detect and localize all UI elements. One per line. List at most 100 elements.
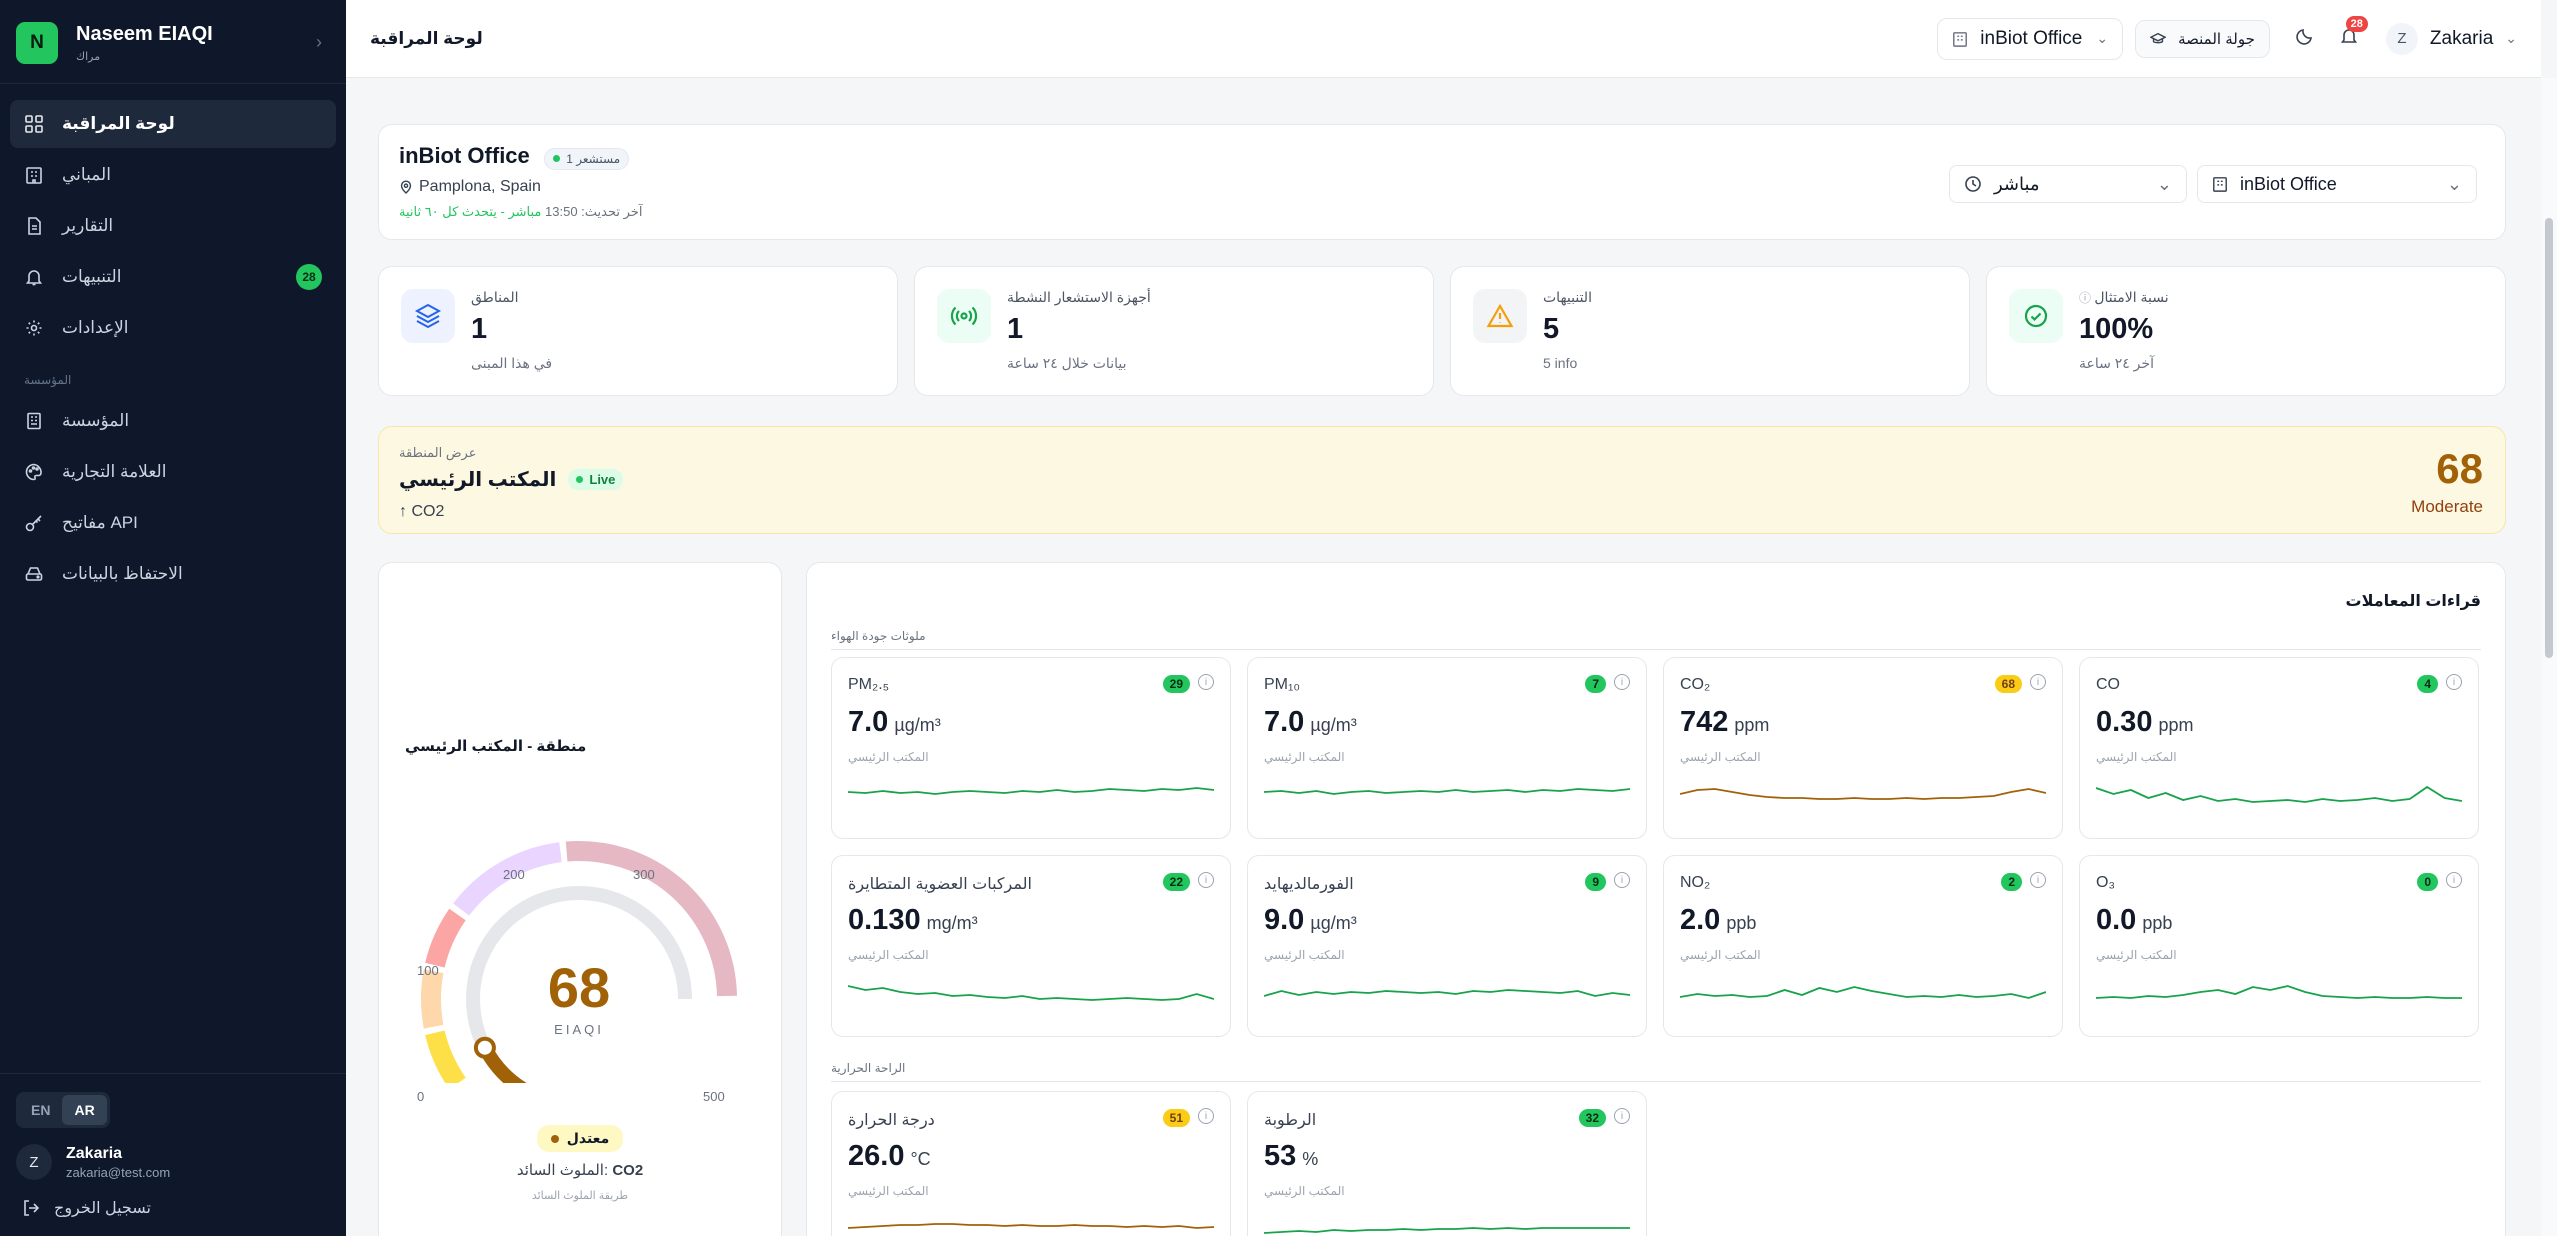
gauge-label: EIAQI <box>554 1022 604 1037</box>
map-pin-icon <box>399 180 413 194</box>
building-dropdown[interactable]: inBiot Office ⌄ <box>1937 17 2124 60</box>
live-badge: Live <box>568 469 624 490</box>
parameter-tile[interactable]: O₃ 0 i 0.0 ppb المكتب الرئيسي <box>2079 855 2479 1037</box>
parameter-unit: ppb <box>2142 913 2173 933</box>
gauge-band-unhealthy <box>425 908 466 968</box>
sidebar-item-data-retention[interactable]: الاحتفاظ بالبيانات <box>10 550 336 598</box>
parameter-value: 0.0 ppb <box>2096 904 2173 936</box>
signal-icon <box>937 289 991 343</box>
sidebar-item-alerts[interactable]: التنبيهات 28 <box>10 253 336 301</box>
parameter-index-badge: 9 <box>1585 873 1606 891</box>
info-icon[interactable]: i <box>1614 1108 1630 1124</box>
parameter-tile[interactable]: درجة الحرارة 51 i 26.0 °C المكتب الرئيسي <box>831 1091 1231 1236</box>
stat-label: ⓘ نسبة الامتثال <box>2079 289 2169 305</box>
parameter-index-badge: 29 <box>1162 675 1190 693</box>
sidebar-item-api-keys[interactable]: مفاتيح API <box>10 499 336 547</box>
sidebar-item-branding[interactable]: العلامة التجارية <box>10 448 336 496</box>
parameter-tile[interactable]: CO₂ 68 i 742 ppm المكتب الرئيسي <box>1663 657 2063 839</box>
org-switcher[interactable]: N Naseem EIAQI مراك › <box>0 0 346 84</box>
sidebar-user: Z Zakaria zakaria@test.com <box>16 1144 330 1180</box>
parameter-zone: المكتب الرئيسي <box>2096 948 2177 962</box>
gauge-band-hazardous <box>565 840 737 997</box>
parameter-zone: المكتب الرئيسي <box>848 1184 929 1198</box>
info-icon[interactable]: i <box>2446 872 2462 888</box>
parameter-name: المركبات العضوية المتطايرة <box>848 876 1032 893</box>
lang-ar-button[interactable]: AR <box>62 1095 107 1125</box>
logout-icon <box>22 1199 40 1217</box>
grid-icon <box>24 114 44 134</box>
brand-name: Naseem EIAQI <box>76 22 213 45</box>
parameter-tile[interactable]: PM₂.₅ 29 i 7.0 µg/m³ المكتب الرئيسي <box>831 657 1231 839</box>
info-icon[interactable]: i <box>1198 1108 1214 1124</box>
parameter-zone: المكتب الرئيسي <box>2096 750 2177 764</box>
sidebar-footer: EN AR Z Zakaria zakaria@test.com تسجيل ا… <box>0 1073 346 1236</box>
info-icon[interactable]: i <box>2446 674 2462 690</box>
info-icon[interactable]: i <box>2030 674 2046 690</box>
sidebar-item-label: الاحتفاظ بالبيانات <box>62 564 183 583</box>
info-icon[interactable]: i <box>1614 674 1630 690</box>
main-content: inBiot Office مستشعر 1 Pamplona, Spain آ… <box>346 78 2541 1236</box>
gauge-scale-0-label: 0 <box>417 1089 425 1104</box>
lang-en-button[interactable]: EN <box>31 1102 51 1118</box>
parameter-index-badge: 68 <box>1994 675 2022 693</box>
parameter-tile[interactable]: CO 4 i 0.30 ppm المكتب الرئيسي <box>2079 657 2479 839</box>
notifications-button[interactable]: 28 <box>2340 16 2368 50</box>
sensor-count-pill: مستشعر 1 <box>544 147 630 170</box>
parameter-value: 7.0 µg/m³ <box>848 706 941 738</box>
sidebar: N Naseem EIAQI مراك › لوحة المراقبة المب… <box>0 0 346 1236</box>
chevron-down-icon: ⌄ <box>2505 30 2517 46</box>
sparkline-chart <box>2096 785 2462 803</box>
info-icon[interactable]: i <box>1614 872 1630 888</box>
sparkline-chart <box>1680 788 2046 800</box>
sparkline <box>2096 785 2462 803</box>
stat-sub: في هذا المبنى <box>471 355 553 371</box>
zone-banner[interactable]: عرض المنطقة المكتب الرئيسي Live ↑ CO2 68 … <box>378 426 2506 534</box>
sidebar-item-reports[interactable]: التقارير <box>10 202 336 250</box>
building-select-value: inBiot Office <box>2240 173 2337 194</box>
parameter-tile[interactable]: الفورمالديهايد 9 i 9.0 µg/m³ المكتب الرئيسي <box>1247 855 1647 1037</box>
parameter-zone: المكتب الرئيسي <box>1680 750 1761 764</box>
user-menu[interactable]: Z Zakaria ⌄ <box>2385 22 2517 55</box>
parameter-tile[interactable]: المركبات العضوية المتطايرة 22 i 0.130 mg/m³ ا… <box>831 855 1231 1037</box>
status-dot <box>576 476 584 483</box>
parameter-tile[interactable]: NO₂ 2 i 2.0 ppb المكتب الرئيسي <box>1663 855 2063 1037</box>
check-circle-icon <box>2009 289 2063 343</box>
clock-icon <box>1964 175 1982 193</box>
sparkline <box>1264 1227 1630 1234</box>
parameter-name: O₃ <box>2096 874 2115 891</box>
sidebar-item-organization[interactable]: المؤسسة <box>10 397 336 445</box>
time-mode-select[interactable]: مباشر ⌄ <box>1949 165 2187 203</box>
theme-toggle[interactable] <box>2296 27 2314 50</box>
sidebar-item-buildings[interactable]: المباني <box>10 151 336 199</box>
status-dot <box>550 1134 559 1143</box>
building-select[interactable]: inBiot Office ⌄ <box>2197 165 2477 203</box>
zone-dominant-pollutant: ↑ CO2 <box>399 503 445 520</box>
info-icon[interactable]: i <box>1198 674 1214 690</box>
info-icon[interactable]: i <box>2030 872 2046 888</box>
platform-tour-button[interactable]: جولة المنصة <box>2135 19 2270 58</box>
sidebar-item-settings[interactable]: الإعدادات <box>10 304 336 352</box>
vertical-scrollbar[interactable] <box>2541 78 2557 1236</box>
sidebar-item-dashboard[interactable]: لوحة المراقبة <box>10 100 336 148</box>
zone-eiaqi-value: 68 <box>2436 445 2483 492</box>
last-updated-text: آخر تحديث: 13:50 <box>545 203 643 219</box>
logout-button[interactable]: تسجيل الخروج <box>16 1198 330 1218</box>
stat-label: المناطق <box>471 289 519 305</box>
sparkline-chart <box>848 787 1214 795</box>
zone-name: المكتب الرئيسي Live <box>399 467 624 492</box>
info-icon[interactable]: i <box>1198 872 1214 888</box>
scrollbar-thumb[interactable] <box>2545 218 2553 658</box>
warning-icon <box>1473 289 1527 343</box>
parameter-unit: µg/m³ <box>1310 913 1357 933</box>
dominant-pollutant: الملوث السائد: CO2 <box>516 1162 644 1179</box>
brand-logo: N <box>16 21 58 64</box>
parameter-unit: mg/m³ <box>926 913 978 933</box>
sidebar-item-label: المؤسسة <box>62 411 130 430</box>
parameter-name: درجة الحرارة <box>848 1112 935 1129</box>
sidebar-nav: لوحة المراقبة المباني التقارير التنبيهات… <box>0 84 346 617</box>
building-icon <box>24 165 44 185</box>
parameter-tile[interactable]: الرطوبة 32 i 53% المكتب الرئيسي <box>1247 1091 1647 1236</box>
layers-icon <box>401 289 455 343</box>
parameter-tile[interactable]: PM₁₀ 7 i 7.0 µg/m³ المكتب الرئيسي <box>1247 657 1647 839</box>
parameter-name: الرطوبة <box>1264 1112 1317 1129</box>
